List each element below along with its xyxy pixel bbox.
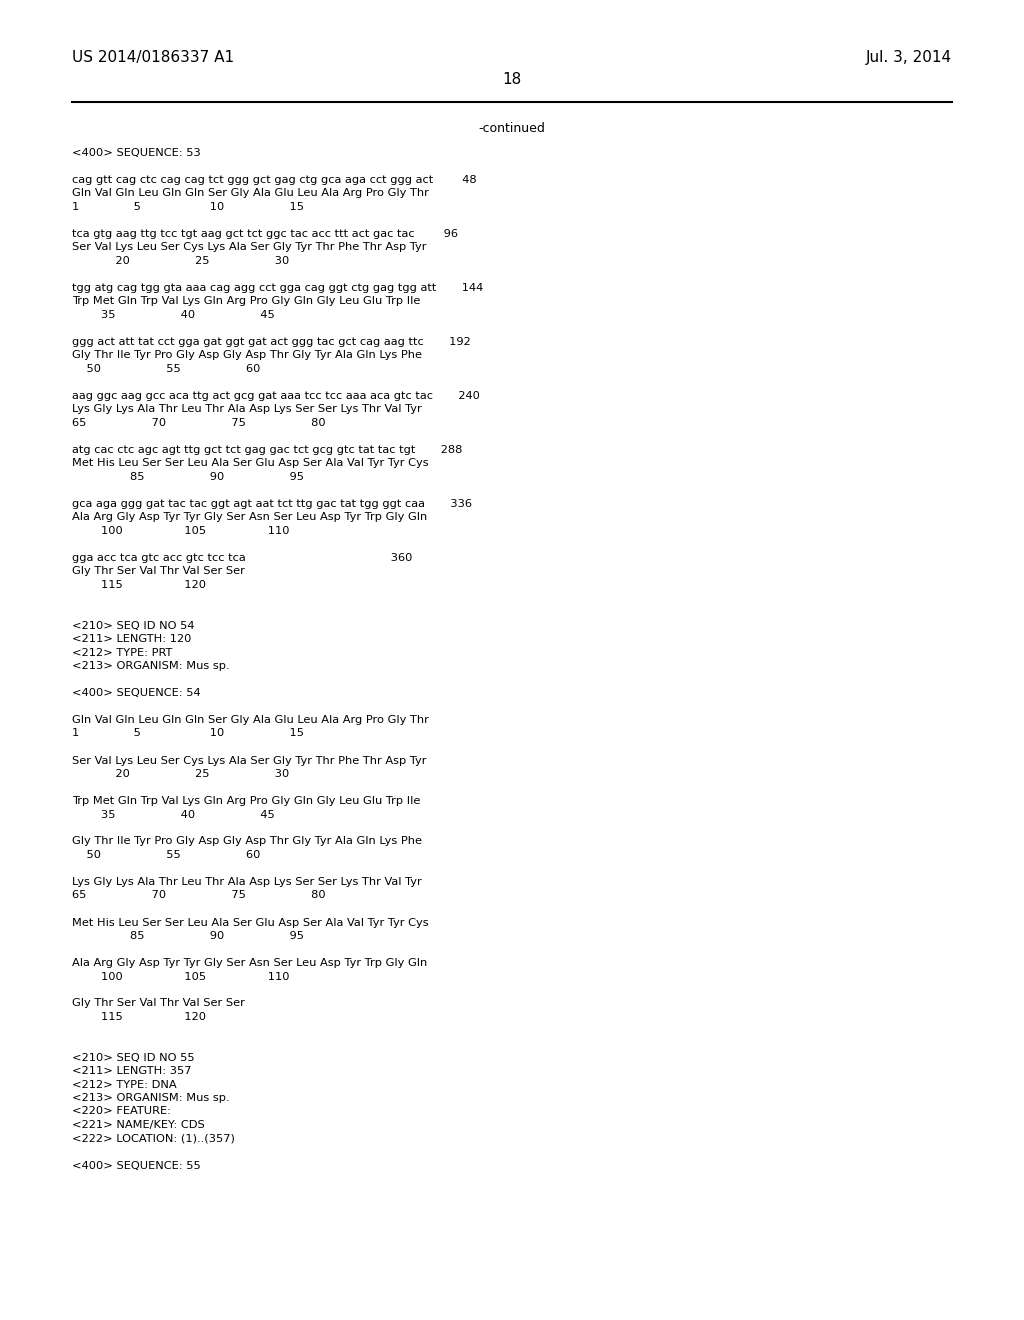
Text: -continued: -continued [478, 121, 546, 135]
Text: Trp Met Gln Trp Val Lys Gln Arg Pro Gly Gln Gly Leu Glu Trp Ile: Trp Met Gln Trp Val Lys Gln Arg Pro Gly … [72, 297, 421, 306]
Text: 65                  70                  75                  80: 65 70 75 80 [72, 418, 326, 428]
Text: 115                 120: 115 120 [72, 1012, 206, 1022]
Text: Ser Val Lys Leu Ser Cys Lys Ala Ser Gly Tyr Thr Phe Thr Asp Tyr: Ser Val Lys Leu Ser Cys Lys Ala Ser Gly … [72, 755, 427, 766]
Text: <400> SEQUENCE: 54: <400> SEQUENCE: 54 [72, 688, 201, 698]
Text: <213> ORGANISM: Mus sp.: <213> ORGANISM: Mus sp. [72, 661, 229, 671]
Text: <220> FEATURE:: <220> FEATURE: [72, 1106, 171, 1117]
Text: US 2014/0186337 A1: US 2014/0186337 A1 [72, 50, 234, 65]
Text: Jul. 3, 2014: Jul. 3, 2014 [866, 50, 952, 65]
Text: 18: 18 [503, 73, 521, 87]
Text: <400> SEQUENCE: 53: <400> SEQUENCE: 53 [72, 148, 201, 158]
Text: Trp Met Gln Trp Val Lys Gln Arg Pro Gly Gln Gly Leu Glu Trp Ile: Trp Met Gln Trp Val Lys Gln Arg Pro Gly … [72, 796, 421, 807]
Text: Lys Gly Lys Ala Thr Leu Thr Ala Asp Lys Ser Ser Lys Thr Val Tyr: Lys Gly Lys Ala Thr Leu Thr Ala Asp Lys … [72, 404, 422, 414]
Text: aag ggc aag gcc aca ttg act gcg gat aaa tcc tcc aaa aca gtc tac       240: aag ggc aag gcc aca ttg act gcg gat aaa … [72, 391, 480, 401]
Text: tgg atg cag tgg gta aaa cag agg cct gga cag ggt ctg gag tgg att       144: tgg atg cag tgg gta aaa cag agg cct gga … [72, 282, 483, 293]
Text: 100                 105                 110: 100 105 110 [72, 525, 290, 536]
Text: 20                  25                  30: 20 25 30 [72, 256, 289, 267]
Text: Gly Thr Ser Val Thr Val Ser Ser: Gly Thr Ser Val Thr Val Ser Ser [72, 566, 245, 577]
Text: atg cac ctc agc agt ttg gct tct gag gac tct gcg gtc tat tac tgt       288: atg cac ctc agc agt ttg gct tct gag gac … [72, 445, 463, 455]
Text: Lys Gly Lys Ala Thr Leu Thr Ala Asp Lys Ser Ser Lys Thr Val Tyr: Lys Gly Lys Ala Thr Leu Thr Ala Asp Lys … [72, 876, 422, 887]
Text: 50                  55                  60: 50 55 60 [72, 364, 260, 374]
Text: gca aga ggg gat tac tac ggt agt aat tct ttg gac tat tgg ggt caa       336: gca aga ggg gat tac tac ggt agt aat tct … [72, 499, 472, 510]
Text: <221> NAME/KEY: CDS: <221> NAME/KEY: CDS [72, 1119, 205, 1130]
Text: Ser Val Lys Leu Ser Cys Lys Ala Ser Gly Tyr Thr Phe Thr Asp Tyr: Ser Val Lys Leu Ser Cys Lys Ala Ser Gly … [72, 243, 427, 252]
Text: 65                  70                  75                  80: 65 70 75 80 [72, 891, 326, 900]
Text: ggg act att tat cct gga gat ggt gat act ggg tac gct cag aag ttc       192: ggg act att tat cct gga gat ggt gat act … [72, 337, 471, 347]
Text: <212> TYPE: DNA: <212> TYPE: DNA [72, 1080, 176, 1089]
Text: 85                  90                  95: 85 90 95 [72, 473, 304, 482]
Text: <211> LENGTH: 357: <211> LENGTH: 357 [72, 1067, 191, 1076]
Text: 35                  40                  45: 35 40 45 [72, 809, 274, 820]
Text: Met His Leu Ser Ser Leu Ala Ser Glu Asp Ser Ala Val Tyr Tyr Cys: Met His Leu Ser Ser Leu Ala Ser Glu Asp … [72, 458, 429, 469]
Text: 115                 120: 115 120 [72, 579, 206, 590]
Text: <400> SEQUENCE: 55: <400> SEQUENCE: 55 [72, 1160, 201, 1171]
Text: <211> LENGTH: 120: <211> LENGTH: 120 [72, 634, 191, 644]
Text: <212> TYPE: PRT: <212> TYPE: PRT [72, 648, 172, 657]
Text: Ala Arg Gly Asp Tyr Tyr Gly Ser Asn Ser Leu Asp Tyr Trp Gly Gln: Ala Arg Gly Asp Tyr Tyr Gly Ser Asn Ser … [72, 958, 427, 968]
Text: 35                  40                  45: 35 40 45 [72, 310, 274, 319]
Text: Ala Arg Gly Asp Tyr Tyr Gly Ser Asn Ser Leu Asp Tyr Trp Gly Gln: Ala Arg Gly Asp Tyr Tyr Gly Ser Asn Ser … [72, 512, 427, 523]
Text: cag gtt cag ctc cag cag tct ggg gct gag ctg gca aga cct ggg act        48: cag gtt cag ctc cag cag tct ggg gct gag … [72, 176, 476, 185]
Text: 1               5                   10                  15: 1 5 10 15 [72, 202, 304, 213]
Text: gga acc tca gtc acc gtc tcc tca                                        360: gga acc tca gtc acc gtc tcc tca 360 [72, 553, 413, 564]
Text: <210> SEQ ID NO 55: <210> SEQ ID NO 55 [72, 1052, 195, 1063]
Text: Met His Leu Ser Ser Leu Ala Ser Glu Asp Ser Ala Val Tyr Tyr Cys: Met His Leu Ser Ser Leu Ala Ser Glu Asp … [72, 917, 429, 928]
Text: 1               5                   10                  15: 1 5 10 15 [72, 729, 304, 738]
Text: 50                  55                  60: 50 55 60 [72, 850, 260, 861]
Text: Gln Val Gln Leu Gln Gln Ser Gly Ala Glu Leu Ala Arg Pro Gly Thr: Gln Val Gln Leu Gln Gln Ser Gly Ala Glu … [72, 189, 429, 198]
Text: <213> ORGANISM: Mus sp.: <213> ORGANISM: Mus sp. [72, 1093, 229, 1104]
Text: Gln Val Gln Leu Gln Gln Ser Gly Ala Glu Leu Ala Arg Pro Gly Thr: Gln Val Gln Leu Gln Gln Ser Gly Ala Glu … [72, 715, 429, 725]
Text: Gly Thr Ile Tyr Pro Gly Asp Gly Asp Thr Gly Tyr Ala Gln Lys Phe: Gly Thr Ile Tyr Pro Gly Asp Gly Asp Thr … [72, 837, 422, 846]
Text: <222> LOCATION: (1)..(357): <222> LOCATION: (1)..(357) [72, 1134, 234, 1143]
Text: Gly Thr Ser Val Thr Val Ser Ser: Gly Thr Ser Val Thr Val Ser Ser [72, 998, 245, 1008]
Text: <210> SEQ ID NO 54: <210> SEQ ID NO 54 [72, 620, 195, 631]
Text: 20                  25                  30: 20 25 30 [72, 770, 289, 779]
Text: 100                 105                 110: 100 105 110 [72, 972, 290, 982]
Text: 85                  90                  95: 85 90 95 [72, 931, 304, 941]
Text: Gly Thr Ile Tyr Pro Gly Asp Gly Asp Thr Gly Tyr Ala Gln Lys Phe: Gly Thr Ile Tyr Pro Gly Asp Gly Asp Thr … [72, 351, 422, 360]
Text: tca gtg aag ttg tcc tgt aag gct tct ggc tac acc ttt act gac tac        96: tca gtg aag ttg tcc tgt aag gct tct ggc … [72, 228, 458, 239]
